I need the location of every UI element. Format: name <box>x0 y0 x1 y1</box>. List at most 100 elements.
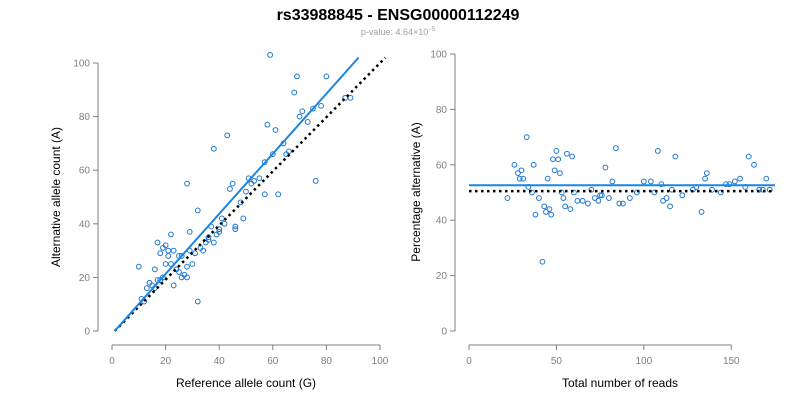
data-point <box>275 191 282 198</box>
fit-line <box>113 56 360 332</box>
data-point <box>654 148 661 154</box>
data-point <box>162 242 169 249</box>
data-point <box>731 178 738 185</box>
data-point <box>294 73 300 80</box>
data-point <box>218 215 225 222</box>
data-point <box>192 250 198 257</box>
data-point <box>564 150 570 157</box>
data-point <box>184 274 190 281</box>
data-point <box>529 189 535 196</box>
x-axis-label: Total number of reads <box>562 376 678 390</box>
x-tick-label: 0 <box>109 356 115 367</box>
data-point <box>543 208 549 215</box>
data-point <box>178 253 185 259</box>
data-point <box>210 239 217 246</box>
y-axis-label: Percentage alternative (A) <box>409 122 423 261</box>
data-point <box>703 170 710 177</box>
data-point <box>520 175 527 182</box>
x-tick-label: 100 <box>372 356 389 367</box>
data-point <box>170 282 177 289</box>
data-point <box>165 253 172 259</box>
data-point <box>567 206 574 213</box>
data-point <box>176 269 182 275</box>
data-point <box>591 195 598 201</box>
data-point <box>143 285 150 292</box>
data-point <box>194 207 201 214</box>
x-axis: 0 50 100 150 <box>466 344 740 367</box>
data-point <box>726 181 733 188</box>
x-axis-label: Reference allele count (G) <box>176 376 316 390</box>
y-axis: 0 20 40 60 80 100 <box>73 59 99 338</box>
data-point <box>751 161 757 168</box>
data-point <box>605 195 612 201</box>
data-point <box>633 189 640 196</box>
data-point <box>702 175 708 182</box>
data-point <box>296 113 303 120</box>
data-point <box>269 151 276 158</box>
y-axis: 0 20 40 60 80 100 <box>430 50 456 338</box>
data-point <box>651 189 658 196</box>
data-point <box>709 186 715 193</box>
data-point <box>251 178 257 184</box>
x-tick-label: 40 <box>214 356 226 367</box>
x-tick-label: 100 <box>636 356 653 367</box>
data-point <box>759 186 766 193</box>
data-point <box>347 94 354 101</box>
data-point <box>184 263 190 270</box>
data-point <box>548 211 555 218</box>
data-point <box>612 145 619 152</box>
data-point <box>763 175 770 182</box>
reference-line <box>113 56 387 332</box>
chart-subtitle: p-value: 4.64×10−5 <box>361 27 436 37</box>
data-point <box>151 266 158 273</box>
data-point <box>523 134 530 141</box>
data-point <box>668 186 675 193</box>
data-point <box>539 258 546 265</box>
data-point <box>574 197 581 204</box>
data-point <box>597 192 604 199</box>
data-point <box>551 167 558 174</box>
data-point <box>595 197 602 204</box>
y-tick-label: 40 <box>436 216 448 227</box>
data-point <box>558 189 565 196</box>
data-point <box>232 223 239 230</box>
data-point <box>555 156 562 163</box>
data-point <box>550 156 556 163</box>
pvalue-text: p-value: 4.64×10 <box>361 27 428 37</box>
data-point <box>186 228 193 235</box>
data-point <box>544 175 551 182</box>
data-points <box>135 52 354 305</box>
data-point <box>299 108 306 115</box>
data-point <box>717 189 724 196</box>
data-point <box>585 200 591 207</box>
data-point <box>737 175 743 182</box>
data-point <box>579 197 586 204</box>
data-point <box>216 228 223 235</box>
data-point <box>162 261 169 267</box>
data-point <box>291 89 298 96</box>
data-point <box>165 247 172 254</box>
data-point <box>261 191 268 198</box>
y-tick-label: 20 <box>436 271 448 282</box>
data-point <box>267 52 274 58</box>
data-point <box>256 175 263 182</box>
data-point <box>189 261 196 267</box>
x-tick-label: 20 <box>160 356 172 367</box>
data-point <box>168 231 174 238</box>
y-tick-label: 60 <box>436 160 448 171</box>
data-point <box>516 175 523 182</box>
chart-title: rs33988845 - ENSG00000112249 <box>277 7 520 24</box>
y-tick-label: 100 <box>73 59 90 70</box>
pvalue-exponent: −5 <box>428 27 436 33</box>
data-point <box>518 167 525 174</box>
data-point <box>504 195 511 201</box>
y-tick-label: 0 <box>84 327 90 338</box>
data-point <box>619 200 626 207</box>
data-point <box>157 250 164 257</box>
data-point <box>553 148 560 154</box>
data-point <box>530 161 537 168</box>
data-point <box>626 195 633 201</box>
data-point <box>135 263 142 270</box>
data-point <box>310 105 316 112</box>
